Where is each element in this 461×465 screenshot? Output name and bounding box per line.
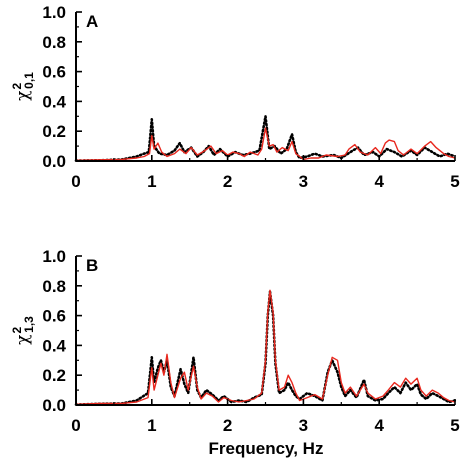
y-axis-label-symbol: χ: [13, 335, 33, 345]
y-tick-label: 1.0: [42, 247, 66, 266]
series-line-solid: [75, 289, 456, 405]
y-tick-label: 0.8: [42, 33, 66, 52]
x-tick-label: 1: [147, 416, 156, 435]
series-line-solid: [75, 127, 456, 161]
x-tick-label: 5: [450, 416, 459, 435]
x-tick-label: 0: [71, 172, 80, 191]
x-tick-label: 1: [147, 172, 156, 191]
x-tick-label: 3: [299, 416, 308, 435]
y-tick-label: 0.2: [42, 122, 66, 141]
x-tick-label: 0: [71, 416, 80, 435]
y-axis-label-subscript: 0,1: [22, 72, 36, 89]
series-line-dotted: [74, 115, 457, 162]
y-tick-label: 0.6: [42, 307, 66, 326]
y-tick-label: 0.2: [42, 366, 66, 385]
y-tick-label: 0.4: [42, 336, 66, 355]
x-tick-label: 2: [223, 416, 232, 435]
panel-letter: B: [86, 256, 98, 275]
y-axis-label: χ20,1: [10, 72, 36, 101]
x-tick-label: 4: [374, 172, 384, 191]
panel-letter: A: [86, 12, 98, 31]
y-axis-label-superscript: 2: [10, 83, 24, 90]
y-tick-label: 0.6: [42, 63, 66, 82]
y-tick-label: 0.8: [42, 277, 66, 296]
x-tick-label: 5: [450, 172, 459, 191]
y-tick-label: 1.0: [42, 3, 66, 22]
y-axis-label-subscript: 1,3: [22, 316, 36, 333]
x-tick-label: 4: [374, 416, 384, 435]
x-tick-label: 2: [223, 172, 232, 191]
y-tick-label: 0.4: [42, 92, 66, 111]
y-axis-label-symbol: χ: [13, 91, 33, 101]
y-tick-label: 0.0: [42, 396, 66, 415]
x-axis-title: Frequency, Hz: [209, 439, 324, 458]
x-tick-label: 3: [299, 172, 308, 191]
y-axis-label: χ21,3: [10, 316, 36, 345]
y-tick-label: 0.0: [42, 152, 66, 171]
y-axis-label-superscript: 2: [10, 327, 24, 334]
